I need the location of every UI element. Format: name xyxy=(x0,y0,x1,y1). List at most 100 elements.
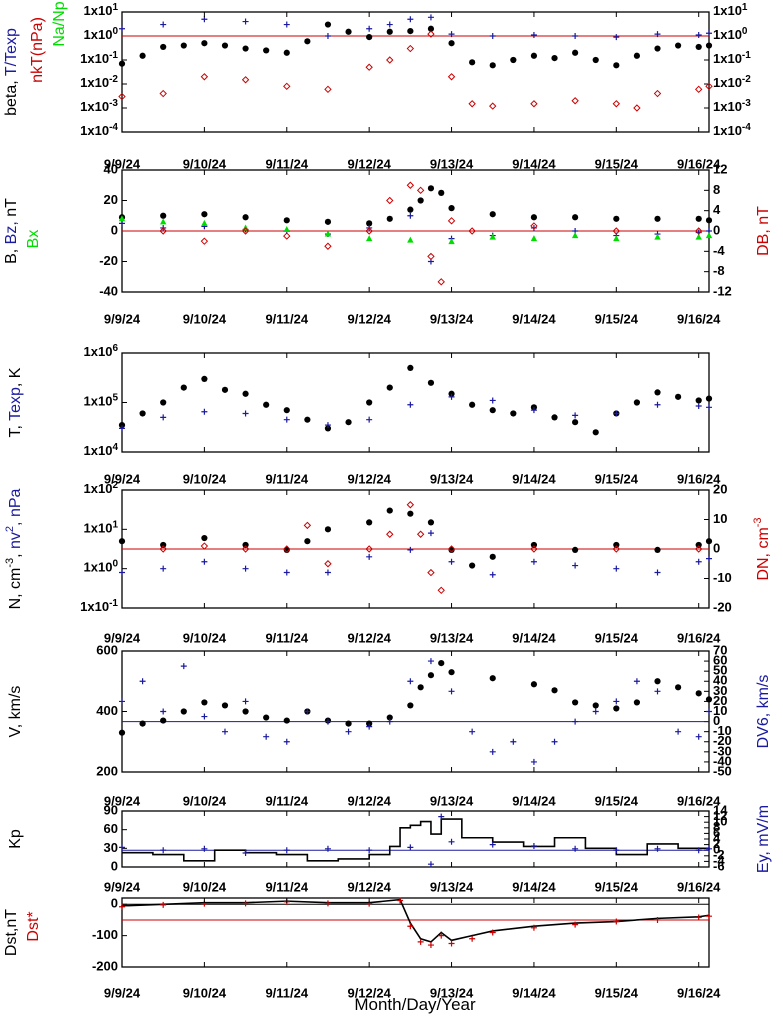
data-point xyxy=(675,42,682,49)
data-point xyxy=(241,76,250,84)
y-tick-label: -20 xyxy=(99,253,118,268)
data-point xyxy=(201,211,208,218)
y-axis-label: Dst,nT xyxy=(3,909,20,956)
y2-tick-label: 1x100 xyxy=(713,26,748,43)
data-point xyxy=(324,422,331,429)
plot-frame xyxy=(121,650,710,773)
y2-tick-label: 0 xyxy=(713,540,720,555)
y-tick-label: 20 xyxy=(104,192,118,207)
data-point xyxy=(572,412,579,419)
data-point xyxy=(283,546,290,553)
data-point xyxy=(386,196,394,205)
data-point xyxy=(304,538,311,545)
data-point xyxy=(407,702,414,709)
data-point xyxy=(365,235,373,242)
series-dv6 xyxy=(119,658,712,765)
x-tick-label: 9/15/24 xyxy=(595,793,639,808)
data-point xyxy=(489,675,496,682)
data-point xyxy=(695,397,702,404)
data-point xyxy=(366,723,373,730)
data-point xyxy=(201,40,208,47)
data-point xyxy=(448,838,455,845)
data-point xyxy=(437,586,445,595)
data-point xyxy=(705,232,713,239)
y2-axis-label: DN, cm-3 xyxy=(752,517,772,580)
data-point xyxy=(489,233,496,240)
data-point xyxy=(160,847,167,854)
data-point xyxy=(427,658,434,665)
data-point xyxy=(160,414,167,421)
data-point xyxy=(201,16,208,23)
x-tick-label: 9/13/24 xyxy=(430,793,474,808)
x-tick-label: 9/11/24 xyxy=(265,156,308,171)
y2-tick-label: 20 xyxy=(713,693,727,708)
data-point xyxy=(407,510,414,517)
y2-tick-label: 1x10-3 xyxy=(713,98,751,115)
data-point xyxy=(160,708,167,715)
data-point xyxy=(324,845,331,852)
x-tick-label: 9/15/24 xyxy=(595,879,639,894)
data-point xyxy=(489,841,496,848)
data-point xyxy=(530,558,537,565)
y-tick-label: 30 xyxy=(104,840,118,855)
data-point xyxy=(695,541,702,549)
y-tick-label: 1x102 xyxy=(84,480,119,497)
data-point xyxy=(201,699,208,706)
data-point xyxy=(417,197,424,204)
data-point xyxy=(283,21,290,28)
x-tick-label: 9/11/24 xyxy=(265,630,308,645)
data-point xyxy=(365,545,373,553)
data-point xyxy=(242,410,249,417)
data-point xyxy=(283,225,290,232)
series-bx xyxy=(118,215,713,245)
x-tick-label: 9/10/24 xyxy=(183,879,227,894)
data-point xyxy=(530,214,538,221)
data-point xyxy=(160,21,167,28)
data-point xyxy=(160,565,167,572)
data-point xyxy=(366,847,373,854)
y-axis-label: N, cm-3, nv2, nPa xyxy=(4,488,24,609)
y2-tick-label: -8 xyxy=(713,263,725,278)
x-tick-label: 9/13/24 xyxy=(430,985,474,1000)
data-point xyxy=(468,227,476,235)
data-point xyxy=(283,738,290,745)
plot-frame xyxy=(121,897,710,968)
data-point xyxy=(160,43,167,51)
data-point xyxy=(221,386,229,393)
data-point xyxy=(119,425,125,432)
data-point xyxy=(438,660,445,667)
y2-tick-label: 14 xyxy=(713,802,728,817)
data-point xyxy=(613,410,620,417)
data-point xyxy=(489,62,496,69)
y2-tick-label: 12 xyxy=(713,808,727,823)
y-tick-label: 90 xyxy=(104,802,118,817)
x-tick-label: 9/16/24 xyxy=(677,793,721,808)
data-point xyxy=(324,242,332,250)
data-point xyxy=(633,52,641,59)
data-point xyxy=(397,897,404,904)
data-point xyxy=(695,733,702,740)
data-point xyxy=(417,938,424,945)
x-tick-label: 9/14/24 xyxy=(512,793,556,808)
data-point xyxy=(613,541,620,549)
data-point xyxy=(200,237,209,245)
x-tick-label: 9/14/24 xyxy=(512,879,556,894)
y2-tick-label: 50 xyxy=(713,663,727,678)
data-point xyxy=(613,918,620,925)
x-tick-label: 9/9/24 xyxy=(104,879,141,894)
data-point xyxy=(613,565,620,572)
data-point xyxy=(633,399,641,406)
y2-axis-label: DB, nT xyxy=(755,206,772,256)
y-axis-label: B, Bz, nT xyxy=(3,198,20,264)
data-point xyxy=(489,407,496,414)
data-point xyxy=(304,416,311,423)
data-point xyxy=(366,25,373,32)
data-point xyxy=(551,738,558,745)
data-point xyxy=(551,414,558,421)
data-point xyxy=(675,728,682,735)
panel-dst: 0 -100 -200 9/9/24 9/10/24 9/11/24 9/12/24 9/13… xyxy=(3,896,721,1001)
series-bz xyxy=(119,212,712,265)
data-point xyxy=(705,82,713,91)
series-ey xyxy=(119,813,712,868)
